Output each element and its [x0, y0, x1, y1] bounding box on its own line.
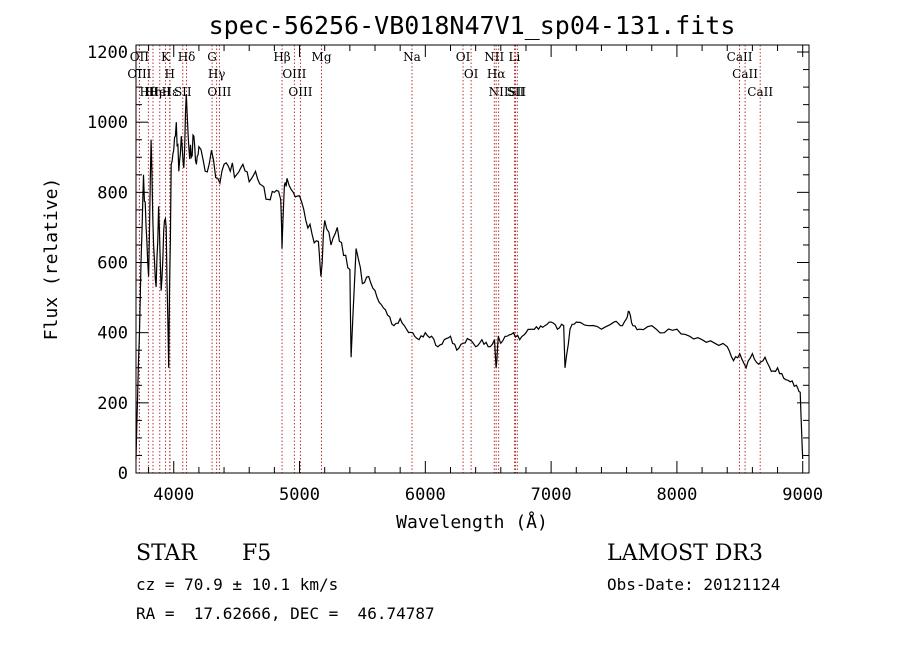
- line-label: Mg: [312, 50, 332, 64]
- x-axis-label: Wavelength (Å): [396, 511, 548, 533]
- line-label: Na: [403, 50, 421, 64]
- emission-line-markers: [138, 45, 761, 473]
- chart-title: spec-56256-VB018N47V1_sp04-131.fits: [209, 11, 736, 40]
- line-label: Li: [508, 50, 520, 64]
- line-label: SII: [174, 85, 192, 99]
- x-tick-label: 5000: [279, 485, 320, 505]
- object-class: STAR: [136, 541, 198, 566]
- line-label: Hθ: [139, 85, 157, 99]
- line-label: Hδ: [178, 50, 196, 64]
- redshift-cz: cz = 70.9 ± 10.1 km/s: [136, 575, 338, 594]
- survey-name: LAMOST DR3: [607, 541, 763, 566]
- y-tick-label: 400: [97, 324, 128, 344]
- line-label: CaII: [732, 67, 758, 81]
- line-label: Hα: [487, 67, 506, 81]
- y-axis-label: Flux (relative): [41, 178, 62, 341]
- x-tick-label: 9000: [782, 485, 823, 505]
- line-label: H: [164, 67, 174, 81]
- ra-dec-coordinates: RA = 17.62666, DEC = 46.74787: [136, 604, 435, 623]
- line-label: OI: [456, 50, 471, 64]
- line-label: G: [207, 50, 217, 64]
- y-tick-label: 800: [97, 183, 128, 203]
- line-label: Hγ: [208, 67, 226, 81]
- object-subclass: F5: [242, 541, 271, 566]
- x-tick-label: 6000: [405, 485, 446, 505]
- line-label: OI: [464, 67, 479, 81]
- line-label: OIII: [127, 67, 151, 81]
- plot-frame: [135, 44, 810, 474]
- y-tick-label: 200: [97, 394, 128, 414]
- line-label: HeI: [149, 85, 172, 99]
- line-label: OIII: [282, 67, 306, 81]
- line-label: CaII: [747, 85, 773, 99]
- x-tick-label: 7000: [531, 485, 572, 505]
- line-label: SII: [508, 85, 526, 99]
- x-tick-label: 4000: [153, 485, 194, 505]
- line-label: OIII: [207, 85, 231, 99]
- line-label: OIII: [288, 85, 312, 99]
- y-tick-label: 1200: [87, 43, 128, 63]
- line-label: CaII: [727, 50, 753, 64]
- line-label: Hβ: [273, 50, 290, 64]
- line-label: NII: [484, 50, 504, 64]
- spectrum-series-line: [135, 94, 804, 460]
- line-label: K: [161, 50, 171, 64]
- observation-date: Obs-Date: 20121124: [607, 575, 780, 594]
- y-tick-label: 0: [118, 464, 128, 484]
- line-label: Hη: [144, 85, 162, 99]
- y-tick-label: 600: [97, 254, 128, 274]
- y-axis-ticks: 0 200 400 600 800 1000 1200: [87, 43, 809, 484]
- line-label: Hε: [162, 85, 179, 99]
- x-axis-ticks: 4000 5000 6000 7000 8000 9000: [148, 45, 823, 505]
- line-label: SII: [507, 85, 525, 99]
- x-tick-label: 8000: [656, 485, 697, 505]
- line-label: NII: [489, 85, 509, 99]
- y-tick-label: 1000: [87, 113, 128, 133]
- line-label: OII: [130, 50, 150, 64]
